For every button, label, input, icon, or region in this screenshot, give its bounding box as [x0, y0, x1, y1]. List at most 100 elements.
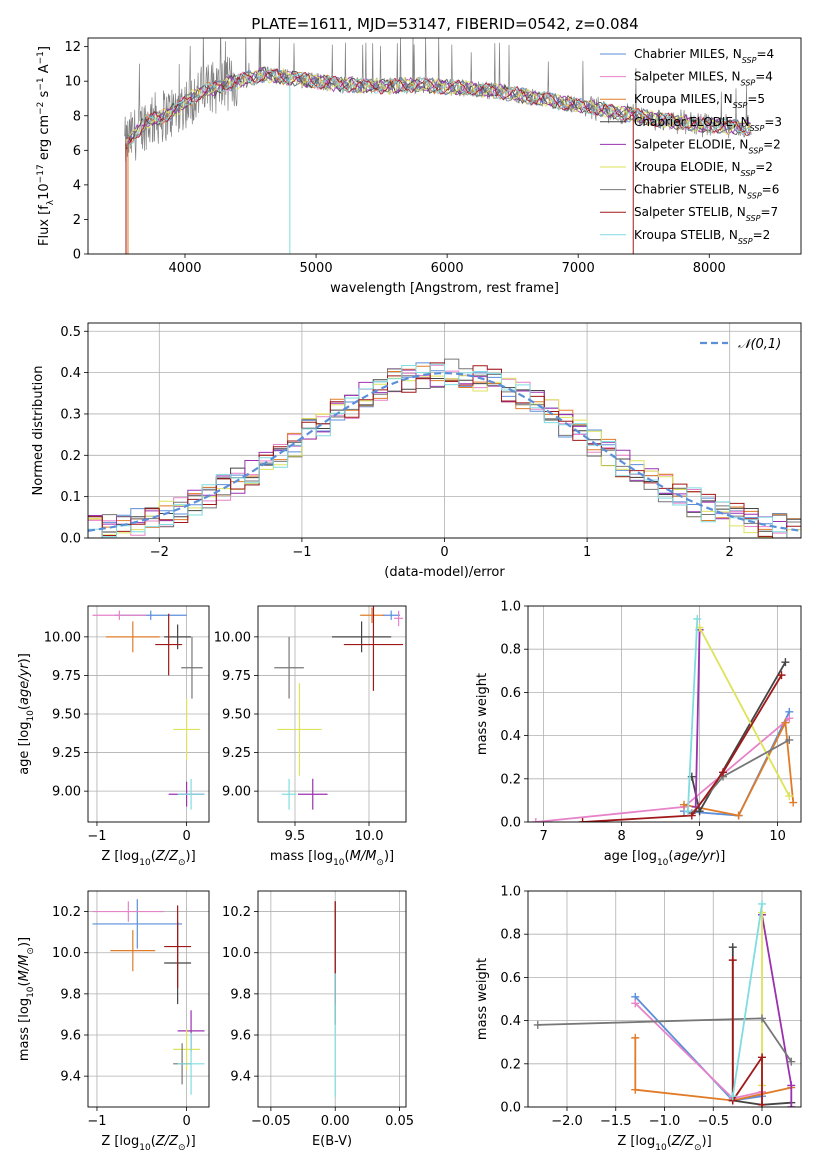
- chart-mass-vs-Z: −1 0 9.4 9.6 9.8 10.0 10.2 Z [log10(Z/Z⊙)] mass …: [17, 890, 210, 1153]
- plot-area-residuals: [88, 358, 801, 538]
- y-tick-label: 0.0: [500, 816, 521, 831]
- x-tick-label: 0.00: [321, 1114, 350, 1129]
- y-tick-label: 10.0: [52, 946, 81, 961]
- weight-marker: [693, 614, 702, 623]
- x-tick-label: −0.5: [697, 1114, 729, 1129]
- axes-frame: [257, 890, 407, 1108]
- y-tick-label: 9.8: [60, 987, 81, 1002]
- x-tick-label: 9.5: [285, 829, 306, 844]
- x-tick-label: 4000: [168, 261, 201, 276]
- model-spectrum: [125, 67, 751, 142]
- legend-label: Kroupa ELODIE, NSSP=2: [634, 160, 773, 178]
- x-tick-label: −1.5: [600, 1114, 632, 1129]
- chart-weight-vs-age: 7 8 9 10 0.0 0.2 0.4 0.6 0.8 1.0 age [log10(age/yr…: [475, 600, 802, 868]
- weight-marker: [781, 718, 790, 727]
- legend-label: Chabrier MILES, NSSP=4: [634, 47, 774, 65]
- y-tick-label: 9.8: [230, 987, 251, 1002]
- y-tick-label: 9.4: [60, 1070, 81, 1085]
- x-tick-label: 7: [539, 829, 547, 844]
- weight-marker: [785, 735, 794, 744]
- y-tick-label: 10.00: [44, 630, 81, 645]
- weight-line: [731, 903, 763, 1097]
- y-tick-label: 0.2: [500, 772, 521, 787]
- chart-weight-vs-Z: −2.0 −1.5 −1.0 −0.5 0.0 0.0 0.2 0.4 0.6 0.8 1.0 Z […: [475, 885, 802, 1153]
- x-tick-label: 10: [769, 829, 786, 844]
- y-tick-label: 10: [64, 75, 81, 90]
- axes-frame: [87, 322, 802, 539]
- y-axis-label: mass [log10(M/M⊙)]: [17, 937, 36, 1061]
- y-tick-label: 9.00: [52, 785, 81, 800]
- weight-marker: [781, 658, 790, 667]
- legend-label: Chabrier ELODIE, NSSP=3: [634, 115, 782, 133]
- y-tick-label: 1.0: [500, 600, 521, 615]
- model-spectrum: [125, 68, 751, 143]
- weight-marker: [695, 807, 704, 816]
- normal-curve: [88, 371, 801, 532]
- weight-line: [582, 674, 783, 822]
- y-tick-label: 1.0: [500, 885, 521, 900]
- weight-marker: [758, 899, 766, 908]
- axes-frame: [87, 890, 210, 1108]
- x-tick-label: 10.0: [355, 829, 384, 844]
- weight-marker: [631, 1033, 640, 1042]
- figure-title: PLATE=1611, MJD=53147, FIBERID=0542, z=0…: [251, 15, 638, 33]
- data-spectrum: [124, 38, 752, 162]
- y-tick-label: 0.3: [60, 407, 81, 422]
- y-tick-label: 0.8: [500, 928, 521, 943]
- x-axis-label: mass [log10(M/M⊙)]: [270, 849, 394, 868]
- weight-marker: [531, 818, 540, 822]
- y-tick-label: 9.50: [52, 708, 81, 723]
- y-tick-label: 0.0: [500, 1101, 521, 1116]
- weight-line: [687, 618, 699, 812]
- chart-age-vs-mass: 9.5 10.0 9.00 9.25 9.50 9.75 10.00 mass [log10(…: [214, 605, 407, 868]
- x-axis-label: Z [log10(Z/Z⊙)]: [617, 1134, 711, 1153]
- axes-frame: [527, 890, 802, 1108]
- x-tick-label: −0.05: [251, 1114, 291, 1129]
- legend-label: 𝒩(0,1): [738, 337, 781, 352]
- legend-label: Kroupa STELIB, NSSP=2: [634, 228, 770, 246]
- weight-marker: [777, 671, 786, 680]
- weight-marker: [758, 1053, 766, 1062]
- y-tick-label: 0.1: [60, 490, 81, 505]
- x-axis-label: age [log10(age/yr)]: [604, 849, 726, 868]
- weight-marker: [789, 798, 798, 807]
- y-axis-label: mass weight: [475, 958, 490, 1040]
- weight-marker: [787, 1081, 796, 1090]
- x-tick-label: 7000: [562, 261, 595, 276]
- weight-line: [691, 739, 790, 814]
- weight-marker: [758, 1014, 766, 1023]
- y-tick-label: 9.6: [60, 1029, 81, 1044]
- weight-marker: [785, 792, 794, 801]
- x-tick-label: 1: [583, 545, 591, 560]
- y-tick-label: 0.5: [60, 325, 81, 340]
- weight-marker: [728, 956, 737, 965]
- legend-label: Chabrier STELIB, NSSP=6: [634, 183, 779, 201]
- axes-frame: [527, 605, 802, 823]
- weight-marker: [680, 800, 688, 809]
- x-tick-label: 0: [440, 545, 448, 560]
- legend-label: Salpeter ELODIE, NSSP=2: [634, 137, 781, 155]
- weight-marker: [683, 807, 692, 816]
- y-tick-label: 0.8: [500, 643, 521, 658]
- y-tick-label: 0.0: [60, 532, 81, 547]
- plot-area-weight-vs-Z: [533, 899, 796, 1107]
- y-axis-label: Flux [fλ10−17 erg cm−2 s−1 A−1]: [36, 46, 56, 246]
- y-tick-label: 9.25: [52, 746, 81, 761]
- x-tick-label: 2: [726, 545, 734, 560]
- x-tick-label: −1: [87, 829, 106, 844]
- weight-line: [698, 627, 791, 797]
- x-tick-label: 8: [617, 829, 625, 844]
- y-tick-label: 0.6: [500, 686, 521, 701]
- plot-area-weight-vs-age: [531, 614, 798, 822]
- chart-residuals: −2 −1 0 1 2 0.0 0.1 0.2 0.3 0.4 0.5 (data-model)/er…: [31, 322, 802, 580]
- y-tick-label: 9.75: [52, 669, 81, 684]
- chart-mass-vs-EBV: −0.05 0.00 0.05 9.4 9.6 9.8 10.0 10.2 E(B-V): [222, 890, 414, 1149]
- plot-area-mass-vs-Z: [92, 899, 205, 1095]
- y-tick-label: 0.4: [500, 729, 521, 744]
- weight-marker: [728, 943, 737, 952]
- weight-marker: [785, 714, 794, 723]
- y-tick-label: 0.6: [500, 971, 521, 986]
- weight-line: [535, 717, 790, 822]
- y-tick-label: 9.75: [222, 669, 251, 684]
